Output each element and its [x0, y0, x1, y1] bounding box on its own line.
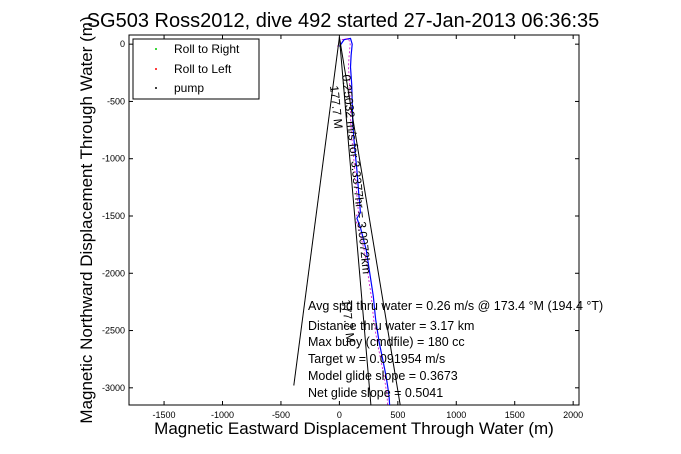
y-axis-label: Magnetic Northward Displacement Through … [77, 16, 96, 423]
x-tick-label: 1000 [446, 410, 466, 420]
x-tick-label: 500 [390, 410, 405, 420]
legend-label-roll-left: Roll to Left [174, 62, 232, 76]
y-tick-label: -2000 [102, 268, 125, 278]
angle-annotation: 177.7 M [327, 85, 345, 130]
stats-block: Avg spd thru water = 0.26 m/s @ 173.4 °M… [308, 299, 603, 400]
x-tick-label: 0 [337, 410, 342, 420]
x-tick-label: -1000 [211, 410, 234, 420]
x-tick-label: -500 [272, 410, 290, 420]
legend-label-roll-right: Roll to Right [174, 42, 240, 56]
series-track-left-roll [337, 37, 388, 406]
x-axis-label: Magnetic Eastward Displacement Through W… [154, 419, 554, 438]
series-track [338, 37, 391, 406]
stat-net-glide: Net glide slope = 0.5041 [308, 386, 443, 400]
stat-target-w: Target w = 0.091954 m/s [308, 352, 445, 366]
series-layer [293, 37, 401, 406]
series-fan_left [293, 37, 340, 386]
y-tick-label: 0 [120, 39, 125, 49]
dir-annotation: 177.7 M [339, 299, 357, 344]
x-tick-label: -1500 [153, 410, 176, 420]
x-tick-label: 1500 [505, 410, 525, 420]
y-tick-label: -2500 [102, 326, 125, 336]
series-fan_right [338, 37, 401, 406]
y-tick-label: -1000 [102, 154, 125, 164]
stat-avg-speed: Avg spd thru water = 0.26 m/s @ 173.4 °M… [308, 299, 603, 313]
legend-marker-roll-right [155, 48, 157, 50]
legend-box [132, 38, 260, 100]
stat-model-glide: Model glide slope = 0.3673 [308, 369, 458, 383]
legend-marker-pump [155, 87, 157, 89]
legend-label-pump: pump [174, 81, 204, 95]
axis-ticks: -1500 -1000 -500 0 500 1000 1500 2000 0 -500 -1000… [102, 35, 583, 420]
stat-max-buoy: Max buoy (cmdfile) = 180 cc [308, 335, 465, 349]
chart-title: SG503 Ross2012, dive 492 started 27-Jan-… [87, 10, 600, 32]
x-tick-label: 2000 [563, 410, 583, 420]
y-tick-label: -500 [107, 96, 125, 106]
y-tick-label: -1500 [102, 211, 125, 221]
stat-distance: Distance thru water = 3.17 km [308, 319, 474, 333]
legend: Roll to Right Roll to Left pump [132, 38, 260, 100]
series-fan_mid [338, 37, 372, 406]
legend-marker-roll-left [155, 68, 157, 70]
y-tick-label: -3000 [102, 383, 125, 393]
